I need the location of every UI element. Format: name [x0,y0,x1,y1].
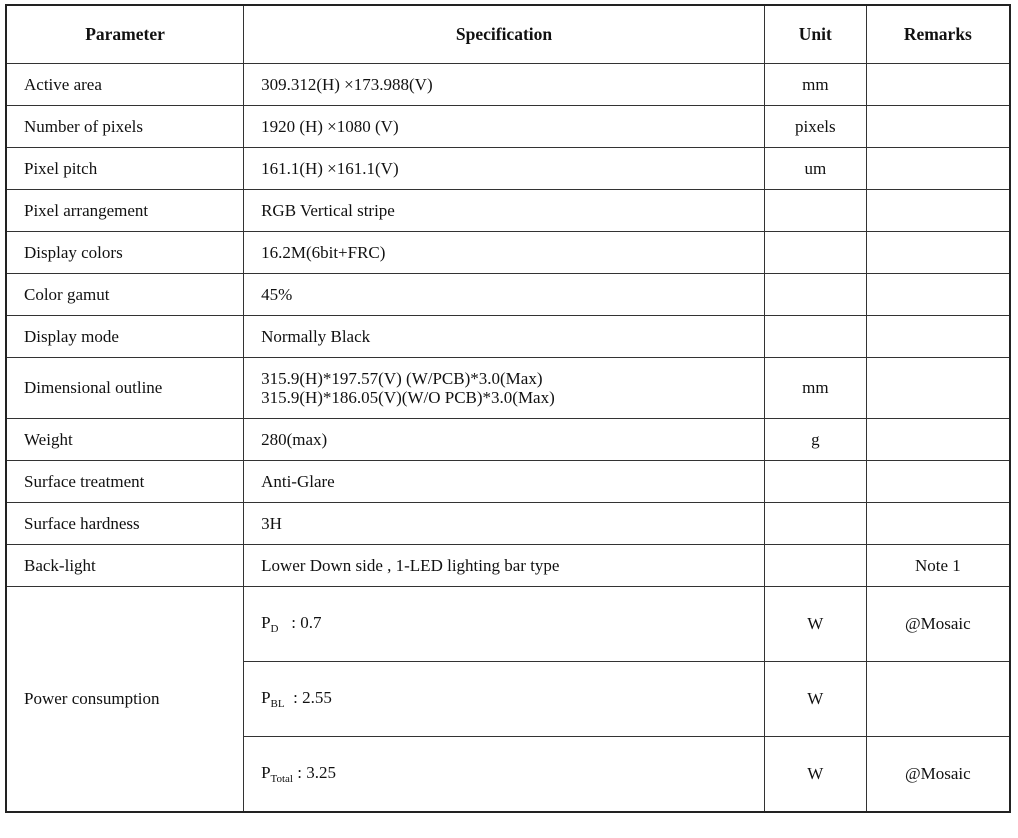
specification-cell: PBL : 2.55 [243,661,765,737]
table-row: Back-light Lower Down side , 1-LED lighti… [5,544,1011,587]
header-specification: Specification [243,4,765,64]
specification-cell: RGB Vertical stripe [243,189,765,232]
parameter-cell: Surface treatment [5,460,245,503]
table-row: Surface treatment Anti-Glare [5,460,1011,503]
header-row: Parameter Specification Unit Remarks [5,4,1011,64]
remarks-cell [865,315,1011,358]
unit-cell [763,544,867,587]
header-remarks: Remarks [865,4,1011,64]
specification-line: 315.9(H)*186.05(V)(W/O PCB)*3.0(Max) [261,388,555,407]
specification-cell: 309.312(H) ×173.988(V) [243,63,765,106]
specification-cell: PD : 0.7 [243,586,765,662]
specification-cell: 16.2M(6bit+FRC) [243,231,765,274]
remarks-cell [865,189,1011,232]
subscript: D [270,623,279,635]
parameter-cell: Active area [5,63,245,106]
parameter-cell: Surface hardness [5,502,245,545]
parameter-cell: Dimensional outline [5,357,245,419]
unit-cell: um [763,147,867,190]
unit-cell: pixels [763,105,867,148]
specification-cell: 161.1(H) ×161.1(V) [243,147,765,190]
parameter-cell: Display colors [5,231,245,274]
remarks-cell [865,502,1011,545]
parameter-cell: Display mode [5,315,245,358]
specification-cell: Anti-Glare [243,460,765,503]
remarks-cell: @Mosaic [865,736,1011,813]
table-row: Weight 280(max) g [5,418,1011,461]
symbol: P [261,688,271,707]
symbol: P [261,613,271,632]
table-row: Power consumption PD : 0.7 W @Mosaic [5,586,1011,813]
table-row: PBL : 2.55 W [6,661,1011,737]
remarks-cell [865,273,1011,316]
unit-cell [763,502,867,545]
remarks-cell: Note 1 [865,544,1011,587]
table-row: Pixel pitch 161.1(H) ×161.1(V) um [5,147,1011,190]
remarks-cell [865,661,1011,737]
unit-cell: W [763,586,867,662]
value: : 3.25 [293,763,336,782]
table-row: Surface hardness 3H [5,502,1011,545]
header-unit: Unit [763,4,867,64]
unit-cell [763,273,867,316]
specification-cell: 1920 (H) ×1080 (V) [243,105,765,148]
remarks-cell [865,63,1011,106]
parameter-cell: Pixel arrangement [5,189,245,232]
remarks-cell [865,460,1011,503]
parameter-cell: Number of pixels [5,105,245,148]
specification-cell: PTotal : 3.25 [243,736,765,813]
value: : 0.7 [278,613,322,632]
table-row: PTotal : 3.25 W @Mosaic [6,736,1011,813]
remarks-cell [865,105,1011,148]
table-row: Number of pixels 1920 (H) ×1080 (V) pixels [5,105,1011,148]
specification-cell: 3H [243,502,765,545]
unit-cell: W [763,736,867,813]
remarks-cell [865,147,1011,190]
table-row: Color gamut 45% [5,273,1011,316]
value: : 2.55 [284,688,332,707]
unit-cell: mm [763,63,867,106]
symbol: P [261,763,271,782]
unit-cell [763,189,867,232]
specification-line: 315.9(H)*197.57(V) (W/PCB)*3.0(Max) [261,369,543,388]
parameter-cell: Power consumption [5,586,245,813]
parameter-cell: Color gamut [5,273,245,316]
table-row: Pixel arrangement RGB Vertical stripe [5,189,1011,232]
unit-cell [763,231,867,274]
unit-cell: W [763,661,867,737]
unit-cell: mm [763,357,867,419]
specification-cell: 315.9(H)*197.57(V) (W/PCB)*3.0(Max) 315.9… [243,357,765,419]
specification-cell: 45% [243,273,765,316]
table-row: Active area 309.312(H) ×173.988(V) mm [5,63,1011,106]
parameter-cell: Weight [5,418,245,461]
table-row: Display colors 16.2M(6bit+FRC) [5,231,1011,274]
subscript: Total [270,773,293,785]
remarks-cell [865,357,1011,419]
unit-cell [763,315,867,358]
parameter-cell: Pixel pitch [5,147,245,190]
table-row: Display mode Normally Black [5,315,1011,358]
remarks-cell [865,418,1011,461]
table-row: Dimensional outline 315.9(H)*197.57(V) (W… [5,357,1011,419]
unit-cell: g [763,418,867,461]
remarks-cell [865,231,1011,274]
unit-cell [763,460,867,503]
specification-table: Parameter Specification Unit Remarks Act… [5,4,1011,813]
specification-cell: Lower Down side , 1-LED lighting bar typ… [243,544,765,587]
specification-cell: Normally Black [243,315,765,358]
parameter-cell: Back-light [5,544,245,587]
remarks-cell: @Mosaic [865,586,1011,662]
header-parameter: Parameter [5,4,245,64]
specification-cell: 280(max) [243,418,765,461]
subscript: BL [270,698,285,710]
